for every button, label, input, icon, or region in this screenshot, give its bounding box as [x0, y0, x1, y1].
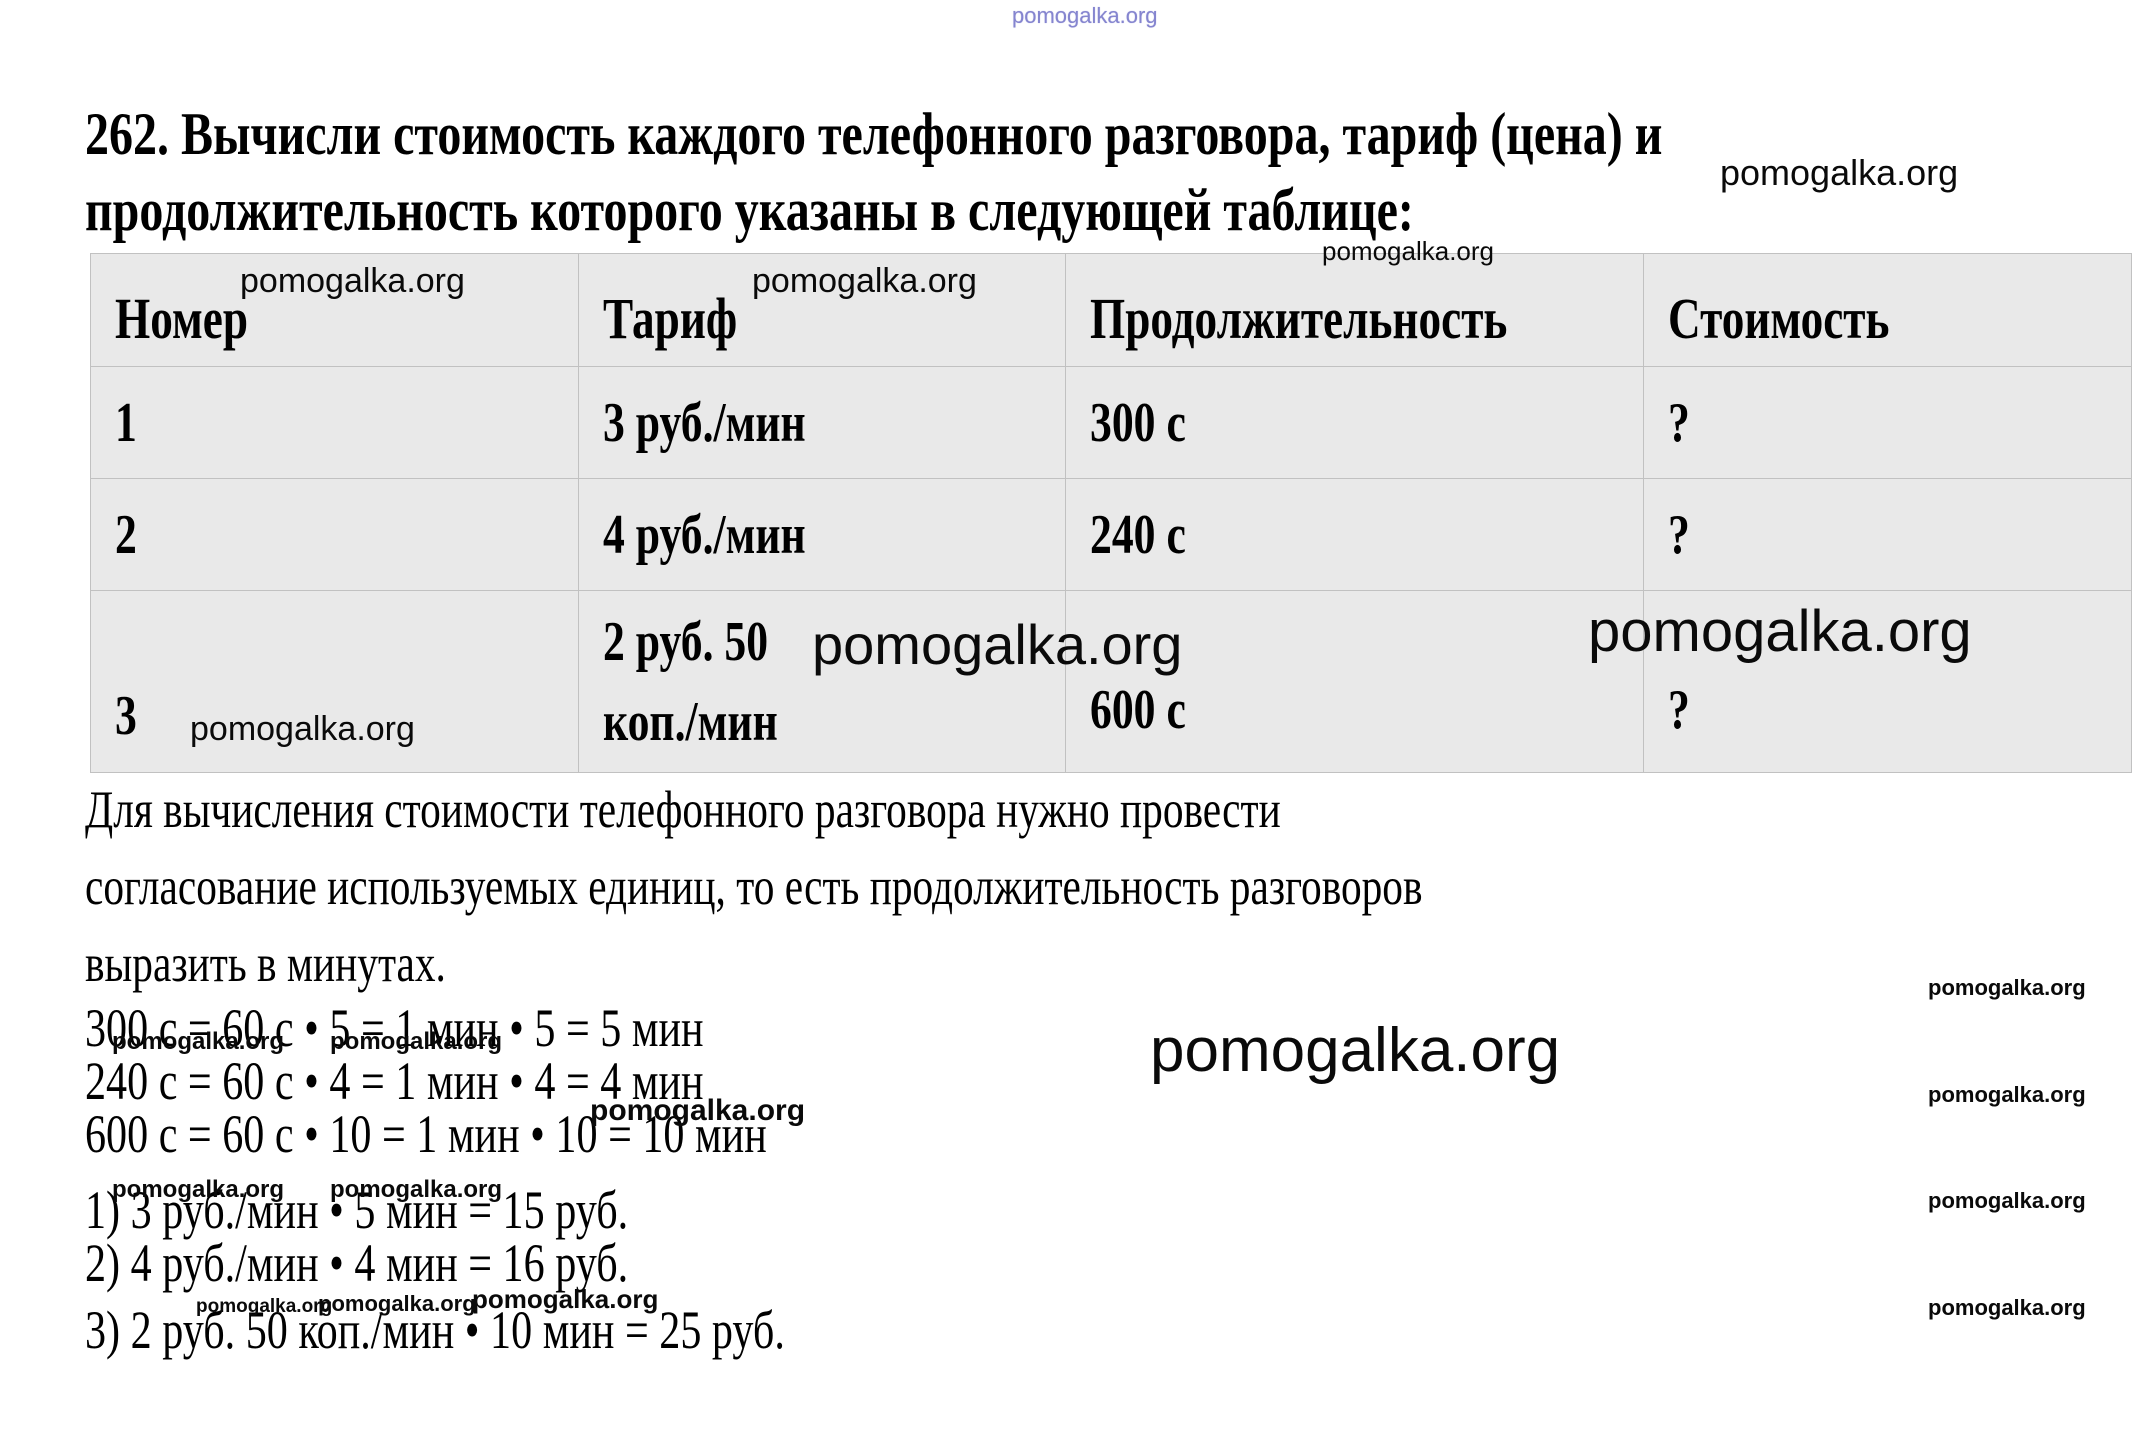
problem-title-line1: 262. Вычисли стоимость каждого телефонно…	[85, 101, 1663, 167]
watermark-res-small-1: pomogalka.org	[112, 1176, 285, 1203]
problem-title: 262. Вычисли стоимость каждого телефонно…	[85, 96, 2057, 248]
table-row2-duration: 240 с	[1066, 479, 1644, 591]
watermark-right-3: pomogalka.org	[1928, 1188, 2086, 1213]
watermark-res-small-5: pomogalka.org	[472, 1284, 659, 1314]
result-line3: 3) 2 руб. 50 коп./мин • 10 мин = 25 руб.	[85, 1300, 785, 1360]
solution-paragraph-line3: выразить в минутах.	[85, 935, 446, 993]
table-header-tariff: Тариф	[579, 254, 1066, 367]
table-row3-tariff: 2 руб. 50 коп./мин	[579, 591, 1066, 772]
table-row3-number: 3	[91, 591, 579, 772]
watermark-header-number: pomogalka.org	[240, 262, 465, 300]
watermark-right-4: pomogalka.org	[1928, 1295, 2086, 1320]
equation-600s: 600 с = 60 с • 10 = 1 мин • 10 = 10 мин	[85, 1104, 767, 1164]
table-row1-tariff: 3 руб./мин	[579, 367, 1066, 479]
solution-paragraph-line1: Для вычисления стоимости телефонного раз…	[85, 781, 1281, 839]
watermark-row3-tariff: pomogalka.org	[812, 613, 1183, 676]
conversion-equations: 300 с = 60 с • 5 = 1 мин • 5 = 5 мин 240…	[85, 998, 959, 1164]
watermark-res-small-3: pomogalka.org	[196, 1296, 333, 1317]
watermark-eq-small-2: pomogalka.org	[330, 1028, 503, 1055]
solution-paragraph: Для вычисления стоимости телефонного раз…	[85, 772, 1800, 1003]
table-header-number: Номер	[91, 254, 579, 367]
watermark-right-2: pomogalka.org	[1928, 1082, 2086, 1107]
equation-240s: 240 с = 60 с • 4 = 1 мин • 4 = 4 мин	[85, 1051, 704, 1111]
table-header-cost: Стоимость	[1644, 254, 2131, 367]
table-row2-number: 2	[91, 479, 579, 591]
watermark-row3-number: pomogalka.org	[190, 710, 415, 748]
watermark-title: pomogalka.org	[1720, 152, 1959, 193]
table-row3-duration: 600 с	[1066, 591, 1644, 772]
equation-300s: 300 с = 60 с • 5 = 1 мин • 5 = 5 мин	[85, 998, 704, 1058]
watermark-eq-middle: pomogalka.org	[590, 1094, 806, 1127]
watermark-header-duration: pomogalka.org	[1322, 236, 1494, 266]
watermark-res-small-2: pomogalka.org	[330, 1176, 503, 1203]
table-row1-cost: ?	[1644, 367, 2131, 479]
table-row1-number: 1	[91, 367, 579, 479]
watermark-right-1: pomogalka.org	[1928, 975, 2086, 1000]
result-line1: 1) 3 руб./мин • 5 мин = 15 руб.	[85, 1180, 629, 1240]
watermark-header-tariff: pomogalka.org	[752, 262, 977, 300]
problem-title-line2: продолжительность которого указаны в сле…	[85, 177, 1414, 243]
result-lines: 1) 3 руб./мин • 5 мин = 15 руб. 2) 4 руб…	[85, 1180, 982, 1360]
watermark-eq-small-1: pomogalka.org	[112, 1028, 285, 1055]
solution-paragraph-line2: согласование используемых единиц, то ест…	[85, 858, 1423, 916]
table-row3-cost: ?	[1668, 679, 1690, 741]
watermark-big-center: pomogalka.org	[1150, 1016, 1561, 1085]
table-row1-duration: 300 с	[1066, 367, 1644, 479]
tariff-table: Номер Тариф Продолжительность Стоимость …	[90, 253, 2132, 773]
table-row2-cost: ?	[1644, 479, 2131, 591]
watermark-res-small-4: pomogalka.org	[318, 1291, 476, 1316]
result-line2: 2) 4 руб./мин • 4 мин = 16 руб.	[85, 1233, 629, 1293]
table-header-duration: Продолжительность	[1066, 254, 1644, 367]
table-row2-tariff: 4 руб./мин	[579, 479, 1066, 591]
watermark-row3-cost: pomogalka.org	[1588, 599, 1972, 664]
watermark-top: pomogalka.org	[1012, 3, 1158, 28]
